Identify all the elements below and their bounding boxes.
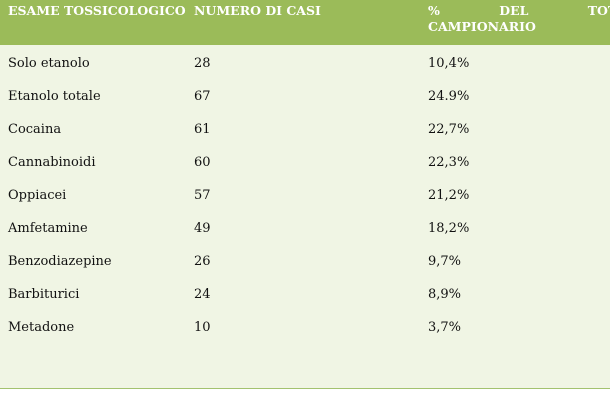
cell-esame: Benzodiazepine <box>8 254 112 269</box>
header-percentuale-line1: % DEL TOTA <box>428 3 610 18</box>
cell-casi: 67 <box>194 89 211 104</box>
table-row: Etanolo totale 67 24.9% <box>0 83 610 116</box>
header-numero-casi: NUMERO DI CASI <box>194 3 321 18</box>
cell-casi: 61 <box>194 122 211 137</box>
cell-percentuale: 9,7% <box>428 254 462 269</box>
cell-percentuale: 3,7% <box>428 320 462 335</box>
table-row: Solo etanolo 28 10,4% <box>0 50 610 83</box>
cell-esame: Amfetamine <box>8 221 88 236</box>
table-row: Amfetamine 49 18,2% <box>0 215 610 248</box>
header-percentuale: % DEL TOTA CAMPIONARIO <box>428 3 610 35</box>
cell-esame: Oppiacei <box>8 188 67 203</box>
table-body: Solo etanolo 28 10,4% Etanolo totale 67 … <box>0 50 610 347</box>
cell-esame: Barbiturici <box>8 287 80 302</box>
cell-casi: 28 <box>194 56 211 71</box>
table-row: Cannabinoidi 60 22,3% <box>0 149 610 182</box>
cell-esame: Metadone <box>8 320 75 335</box>
cell-casi: 10 <box>194 320 211 335</box>
cell-percentuale: 21,2% <box>428 188 470 203</box>
cell-esame: Etanolo totale <box>8 89 101 104</box>
header-percentuale-line2: CAMPIONARIO <box>428 19 536 34</box>
cell-percentuale: 24.9% <box>428 89 470 104</box>
header-esame: ESAME TOSSICOLOGICO <box>8 3 186 18</box>
table-header: ESAME TOSSICOLOGICO NUMERO DI CASI % DEL… <box>0 0 610 45</box>
table-row: Cocaina 61 22,7% <box>0 116 610 149</box>
cell-esame: Cocaina <box>8 122 62 137</box>
table-row: Metadone 10 3,7% <box>0 314 610 347</box>
table-row: Barbiturici 24 8,9% <box>0 281 610 314</box>
cell-casi: 26 <box>194 254 211 269</box>
cell-percentuale: 22,7% <box>428 122 470 137</box>
toxicology-table: ESAME TOSSICOLOGICO NUMERO DI CASI % DEL… <box>0 0 610 389</box>
cell-esame: Cannabinoidi <box>8 155 96 170</box>
cell-casi: 49 <box>194 221 211 236</box>
cell-esame: Solo etanolo <box>8 56 90 71</box>
table-row: Oppiacei 57 21,2% <box>0 182 610 215</box>
cell-casi: 24 <box>194 287 211 302</box>
cell-percentuale: 10,4% <box>428 56 470 71</box>
cell-casi: 57 <box>194 188 211 203</box>
cell-percentuale: 8,9% <box>428 287 462 302</box>
cell-percentuale: 22,3% <box>428 155 470 170</box>
cell-casi: 60 <box>194 155 211 170</box>
table-row: Benzodiazepine 26 9,7% <box>0 248 610 281</box>
cell-percentuale: 18,2% <box>428 221 470 236</box>
